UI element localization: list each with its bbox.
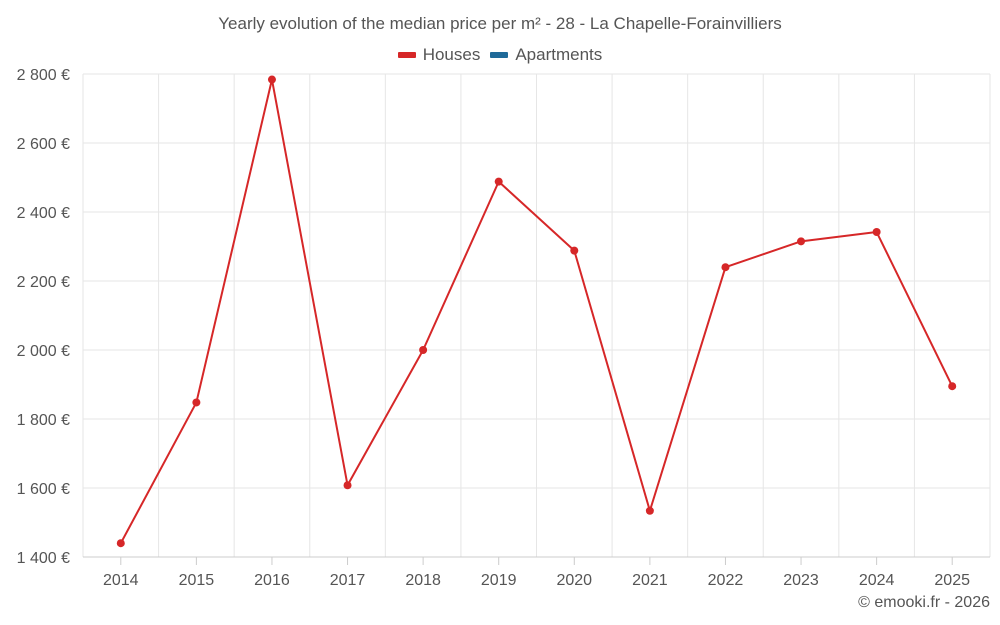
y-tick-label: 2 600 €	[17, 136, 70, 153]
series-layer	[116, 75, 957, 548]
x-tick-label: 2017	[330, 572, 366, 589]
chart-legend: Houses Apartments	[0, 45, 1000, 65]
data-point-houses	[419, 346, 428, 354]
data-point-houses	[645, 506, 654, 515]
data-point-houses	[570, 246, 579, 255]
x-tick-label: 2025	[934, 572, 970, 589]
x-tick-label: 2019	[481, 572, 517, 589]
y-axis-ticks: 1 400 € 1 600 € 1 800 € 2 000 € 2 200 € 2 400…	[17, 67, 70, 567]
y-tick-label: 2 400 €	[17, 205, 70, 222]
data-point-houses	[267, 75, 276, 84]
legend-label-apartments: Apartments	[515, 45, 603, 64]
legend-item-apartments[interactable]: Apartments	[490, 45, 602, 65]
y-tick-label: 2 200 €	[17, 274, 70, 291]
data-point-houses	[797, 237, 806, 246]
y-tick-label: 1 400 €	[17, 550, 70, 567]
copyright-footer: © emooki.fr - 2026	[858, 594, 990, 611]
x-tick-label: 2020	[556, 572, 592, 589]
y-tick-label: 1 600 €	[17, 481, 70, 498]
legend-swatch-houses	[397, 52, 416, 58]
data-point-houses	[343, 481, 352, 490]
legend-label-houses: Houses	[422, 45, 481, 64]
legend-item-houses[interactable]: Houses	[397, 45, 481, 65]
x-tick-label: 2023	[783, 572, 819, 589]
series-line-houses	[119, 78, 954, 544]
x-axis-ticks: 2014 2015 2016 2017 2018 2019 2020 2021 2022 2023…	[103, 557, 970, 589]
data-point-houses	[494, 177, 503, 186]
x-tick-label: 2016	[254, 572, 290, 589]
legend-swatch-apartments	[490, 52, 509, 58]
grid-lines	[82, 73, 991, 558]
data-point-houses	[116, 539, 125, 548]
x-tick-label: 2014	[103, 572, 139, 589]
y-tick-label: 1 800 €	[17, 412, 70, 429]
data-point-houses	[948, 382, 957, 391]
data-point-houses	[872, 228, 881, 237]
data-point-houses	[192, 398, 201, 407]
x-tick-label: 2015	[179, 572, 215, 589]
chart-title: Yearly evolution of the median price per…	[218, 14, 782, 33]
y-tick-label: 2 800 €	[17, 67, 70, 84]
data-point-houses	[721, 263, 730, 272]
x-tick-label: 2021	[632, 572, 668, 589]
x-tick-label: 2024	[859, 572, 895, 589]
x-tick-label: 2022	[708, 572, 744, 589]
x-tick-label: 2018	[405, 572, 441, 589]
y-tick-label: 2 000 €	[17, 343, 70, 360]
